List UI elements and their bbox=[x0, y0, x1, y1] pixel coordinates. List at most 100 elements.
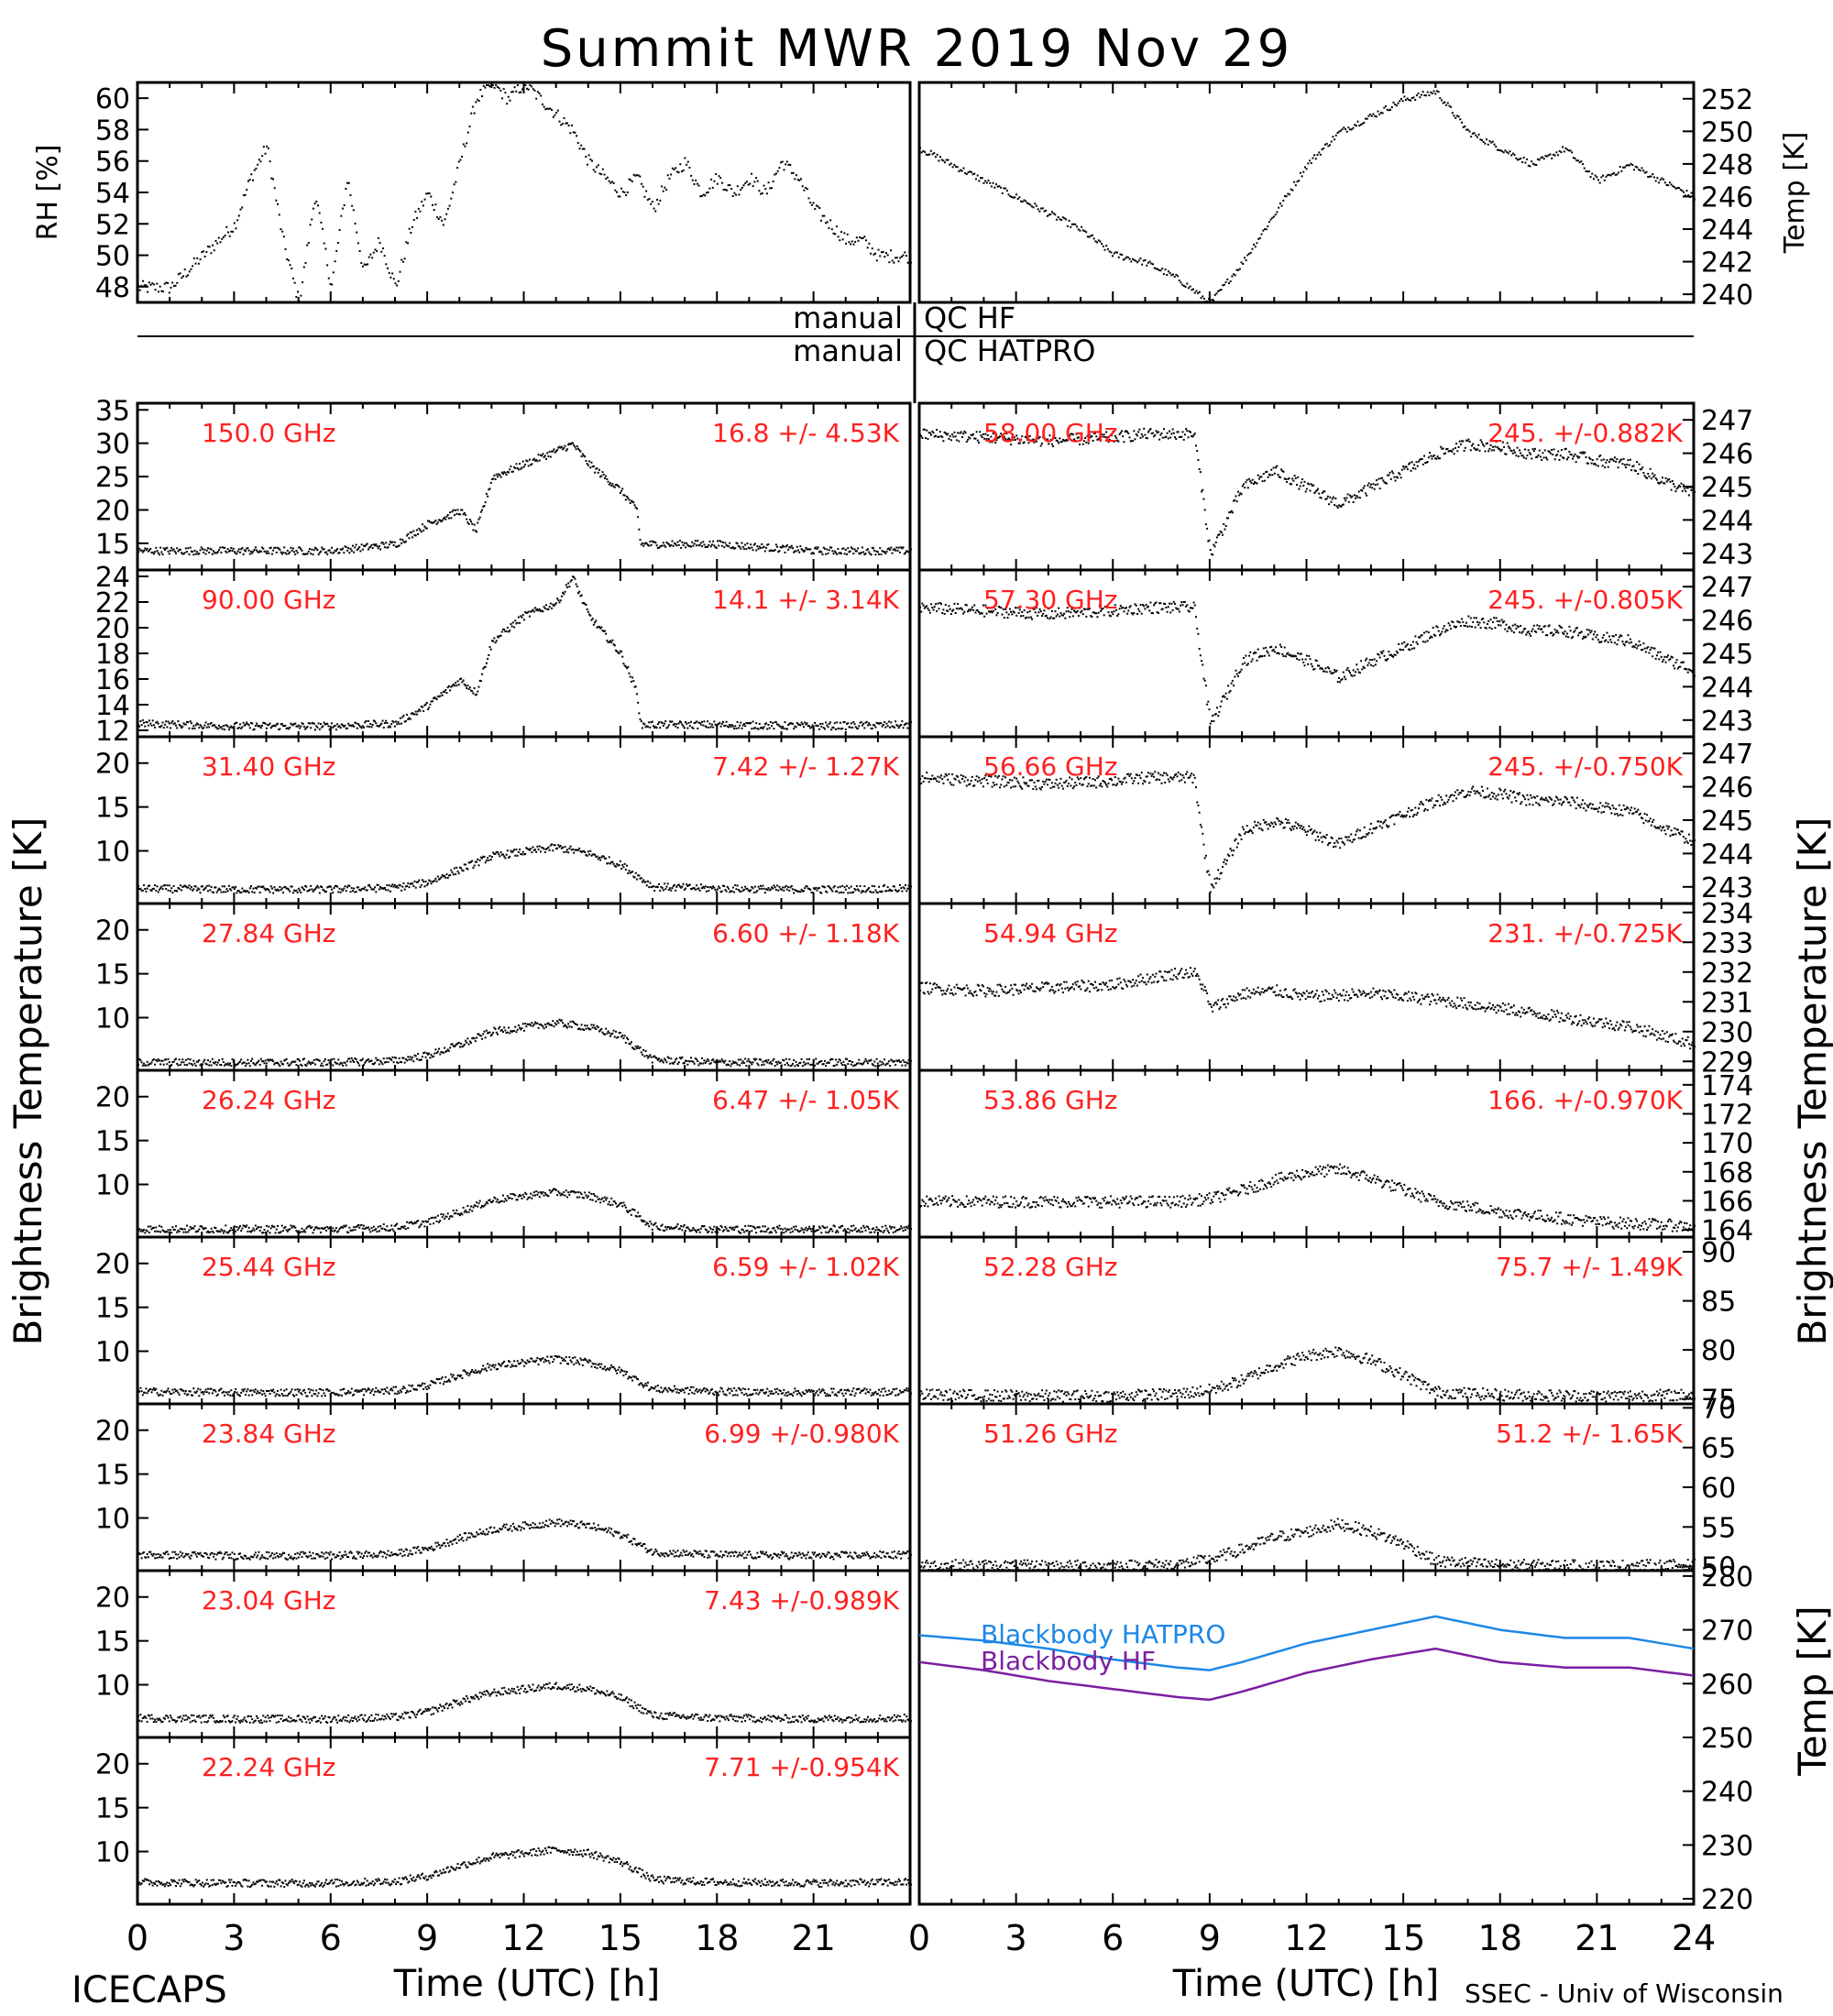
data-point bbox=[875, 550, 878, 553]
data-point bbox=[161, 1059, 164, 1062]
data-point bbox=[445, 213, 448, 215]
data-point bbox=[772, 722, 774, 725]
data-point bbox=[763, 892, 766, 894]
data-point bbox=[498, 1027, 500, 1030]
data-point bbox=[626, 864, 629, 867]
data-point bbox=[641, 881, 643, 883]
data-point bbox=[354, 1057, 357, 1059]
data-point bbox=[170, 1064, 173, 1067]
data-point bbox=[858, 1229, 861, 1232]
data-point bbox=[1152, 263, 1155, 266]
data-point bbox=[603, 173, 606, 176]
data-point bbox=[1687, 194, 1690, 197]
data-point bbox=[733, 192, 736, 194]
data-point bbox=[780, 1231, 783, 1233]
data-point bbox=[302, 887, 304, 890]
data-point bbox=[269, 891, 271, 893]
data-point bbox=[474, 694, 477, 696]
data-point bbox=[843, 720, 846, 723]
data-point bbox=[1290, 188, 1292, 191]
data-point bbox=[798, 723, 801, 726]
data-point bbox=[886, 1062, 889, 1065]
data-point bbox=[324, 1226, 326, 1229]
data-point bbox=[289, 264, 291, 267]
data-point bbox=[211, 1057, 214, 1060]
data-point bbox=[397, 720, 400, 723]
data-point bbox=[964, 171, 967, 174]
data-point bbox=[275, 1228, 278, 1231]
data-point bbox=[811, 724, 814, 727]
data-point bbox=[565, 449, 567, 452]
data-point bbox=[300, 548, 302, 551]
data-point bbox=[510, 1030, 512, 1033]
data-point bbox=[1249, 251, 1252, 254]
data-point bbox=[1049, 213, 1052, 215]
data-point bbox=[638, 1046, 641, 1049]
data-point bbox=[842, 547, 845, 550]
data-point bbox=[339, 891, 342, 893]
data-point bbox=[1450, 105, 1453, 108]
data-point bbox=[446, 514, 449, 517]
data-point bbox=[670, 173, 673, 176]
data-point bbox=[381, 541, 384, 543]
data-point bbox=[739, 1232, 741, 1234]
data-point bbox=[841, 1064, 844, 1067]
data-point bbox=[526, 460, 529, 463]
data-point bbox=[609, 640, 611, 642]
data-point bbox=[280, 1062, 283, 1065]
data-point bbox=[643, 881, 646, 883]
data-point bbox=[441, 1216, 444, 1219]
data-point bbox=[434, 520, 436, 523]
data-point bbox=[548, 606, 551, 608]
data-point bbox=[403, 720, 406, 723]
data-point bbox=[222, 546, 225, 549]
data-point bbox=[1193, 291, 1196, 294]
data-point bbox=[1094, 240, 1097, 243]
data-point bbox=[750, 721, 752, 724]
data-point bbox=[702, 541, 705, 543]
data-point bbox=[468, 1208, 471, 1211]
data-point bbox=[828, 226, 830, 229]
data-point bbox=[189, 1225, 192, 1228]
data-point bbox=[1072, 223, 1075, 225]
data-point bbox=[1296, 181, 1299, 183]
data-point bbox=[423, 704, 426, 707]
data-point bbox=[697, 1229, 699, 1232]
data-point bbox=[825, 1231, 828, 1233]
data-point bbox=[365, 543, 368, 546]
data-point bbox=[660, 1224, 663, 1227]
data-point bbox=[882, 551, 884, 553]
data-point bbox=[467, 1211, 470, 1213]
data-point bbox=[795, 1225, 797, 1228]
data-point bbox=[587, 1027, 589, 1030]
data-point bbox=[181, 725, 184, 728]
data-point bbox=[311, 548, 313, 551]
temp-y-tick-label: 240 bbox=[1701, 279, 1753, 312]
data-point bbox=[335, 884, 337, 887]
data-point bbox=[817, 1062, 819, 1065]
data-point bbox=[701, 545, 704, 548]
data-point bbox=[193, 1062, 196, 1065]
data-point bbox=[395, 545, 397, 548]
data-point bbox=[181, 552, 183, 554]
data-point bbox=[355, 1225, 357, 1228]
data-point bbox=[660, 721, 663, 724]
data-point bbox=[1518, 158, 1520, 160]
data-point bbox=[1556, 154, 1559, 157]
data-point bbox=[669, 720, 672, 723]
data-point bbox=[448, 204, 451, 207]
data-point bbox=[156, 1060, 159, 1063]
data-point bbox=[584, 1191, 587, 1194]
data-point bbox=[366, 542, 368, 545]
data-point bbox=[456, 680, 459, 683]
data-point bbox=[551, 607, 554, 609]
data-point bbox=[623, 862, 626, 865]
data-point bbox=[195, 722, 198, 725]
data-point bbox=[817, 887, 819, 890]
data-point bbox=[211, 725, 214, 728]
data-point bbox=[878, 722, 881, 725]
data-point bbox=[646, 1222, 649, 1225]
data-point bbox=[585, 459, 587, 462]
data-point bbox=[655, 1057, 658, 1059]
data-point bbox=[864, 721, 867, 724]
